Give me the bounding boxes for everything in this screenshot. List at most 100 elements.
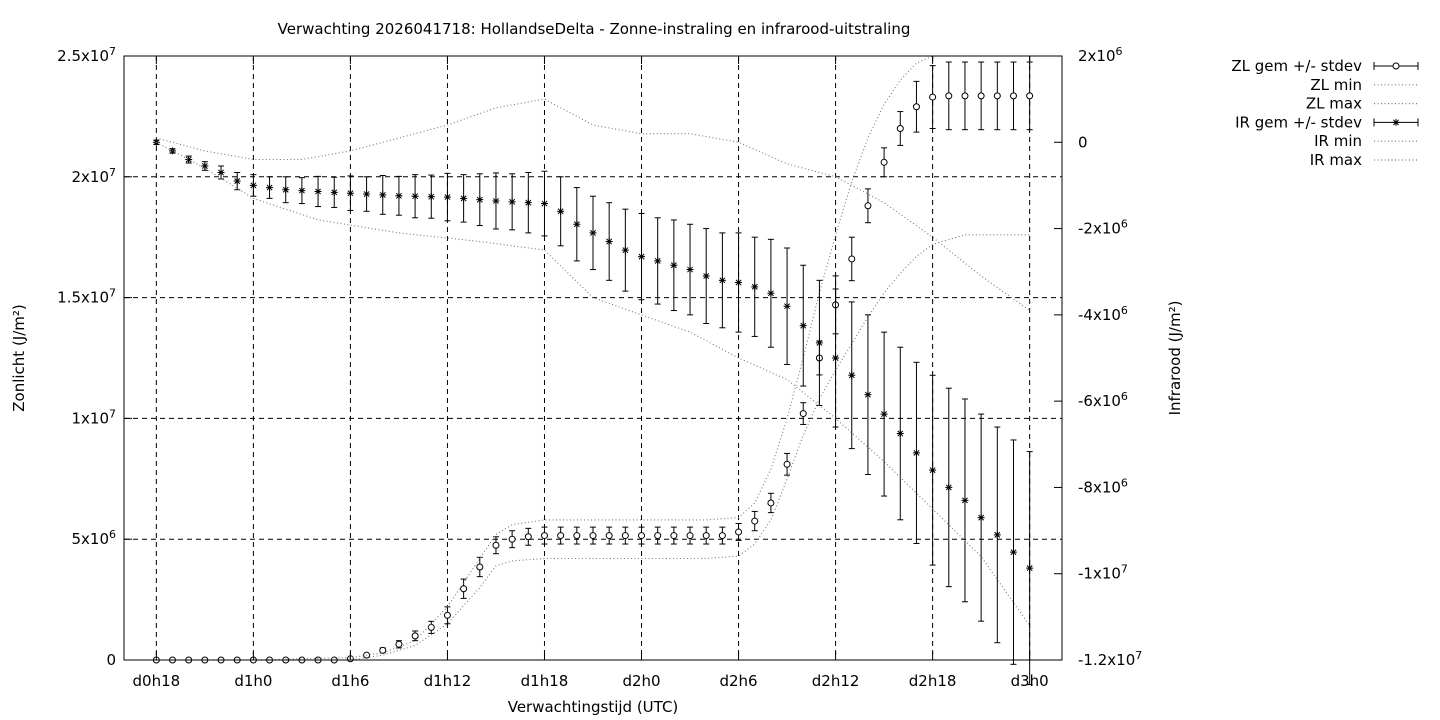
y-tick-label-base: 1.5x10 [57,289,109,307]
data-point [508,198,516,206]
data-point [217,168,225,176]
x-tick-label: d1h12 [424,672,472,690]
data-point [427,623,435,631]
legend-label: ZL min [1310,76,1362,94]
data-point [767,289,775,297]
data-point [589,229,597,237]
y-tick-label: 5x106 [71,528,116,548]
data-point [670,532,678,540]
legend-marker [1392,118,1400,126]
data-point [799,410,807,418]
data-point [557,207,565,215]
data-point [961,496,969,504]
data-point [411,192,419,200]
data-point [233,177,241,185]
data-point [476,563,484,571]
data-point [524,199,532,207]
data-point [815,339,823,347]
data-point [492,197,500,205]
y2-tick-label-exp: 6 [1121,476,1128,489]
x-tick-label: d2h12 [812,672,860,690]
y-tick-label-base: 0 [106,651,116,669]
series-line [156,141,1031,626]
y-tick-label-base: 2.5x10 [57,47,109,65]
y-tick-label-exp: 7 [109,407,116,420]
data-point [961,92,969,100]
x-tick-label: d2h0 [622,672,660,690]
data-point [880,158,888,166]
data-point [314,187,322,195]
data-point [476,196,484,204]
data-point [379,646,387,654]
data-point [363,190,371,198]
data-point [799,322,807,330]
y-tick-label: 0 [106,651,116,669]
x-tick-label: d0h18 [133,672,181,690]
y-axis-label: Zonlicht (J/m²) [10,304,28,412]
data-point [718,532,726,540]
data-point [751,283,759,291]
data-point [977,92,985,100]
data-point [508,535,516,543]
data-point [266,184,274,192]
legend-label: IR gem +/- stdev [1235,113,1362,131]
data-point [896,124,904,132]
data-point [1026,564,1034,572]
data-point [638,532,646,540]
y2-tick-label-exp: 7 [1135,649,1142,662]
data-point [524,533,532,541]
x-tick-label: d1h0 [234,672,272,690]
data-point [783,302,791,310]
y2-tick-label-base: 2x10 [1078,47,1116,65]
y2-tick-label: -1.2x107 [1078,649,1142,669]
y2-tick-label: 2x106 [1078,45,1123,65]
y2-tick-label-exp: 6 [1121,218,1128,231]
y-tick-label: 1.5x107 [57,287,116,307]
data-point [929,466,937,474]
y2-tick-label-base: -8x10 [1078,478,1121,496]
y-tick-label-exp: 7 [109,166,116,179]
legend-label: IR max [1310,151,1362,169]
y-tick-label-exp: 6 [109,528,116,541]
x-tick-label: d1h6 [331,672,369,690]
chart-title: Verwachting 2026041718: HollandseDelta -… [278,20,911,38]
data-point [848,371,856,379]
y-tick-label: 2.5x107 [57,45,116,65]
data-point [864,202,872,210]
y-tick-label-base: 5x10 [71,530,109,548]
y-tick-label: 1x107 [71,407,116,427]
legend-marker [1392,62,1400,70]
data-point [540,532,548,540]
data-point [718,276,726,284]
data-point [411,632,419,640]
data-point [993,531,1001,539]
x-tick-label: d2h18 [909,672,957,690]
axes: d0h18 d1h0 d1h6 d1h12 d1h18 d2h0 d2h6 d2h12 d2h1… [57,45,1142,690]
y2-tick-label-base: -6x10 [1078,392,1121,410]
data-point [492,541,500,549]
data-point [460,585,468,593]
data-point [1009,548,1017,556]
y2-tick-label-base: -1.2x10 [1078,651,1135,669]
y-tick-label: 2x107 [71,166,116,186]
data-point [573,220,581,228]
data-point [751,517,759,525]
data-point [912,449,920,457]
data-point [735,528,743,536]
data-point [282,186,290,194]
data-point [654,257,662,265]
y2-tick-label: -8x106 [1078,476,1128,496]
data-point [427,193,435,201]
data-point [573,532,581,540]
y2-tick-label-base: -1x10 [1078,565,1121,583]
series-line [156,55,1030,661]
data-point [605,532,613,540]
y2-tick-label-base: -2x10 [1078,220,1121,238]
data-point [638,253,646,261]
data-point [395,640,403,648]
data-point [783,460,791,468]
data-point [460,194,468,202]
grid-lines [124,56,1062,660]
data-point [670,261,678,269]
